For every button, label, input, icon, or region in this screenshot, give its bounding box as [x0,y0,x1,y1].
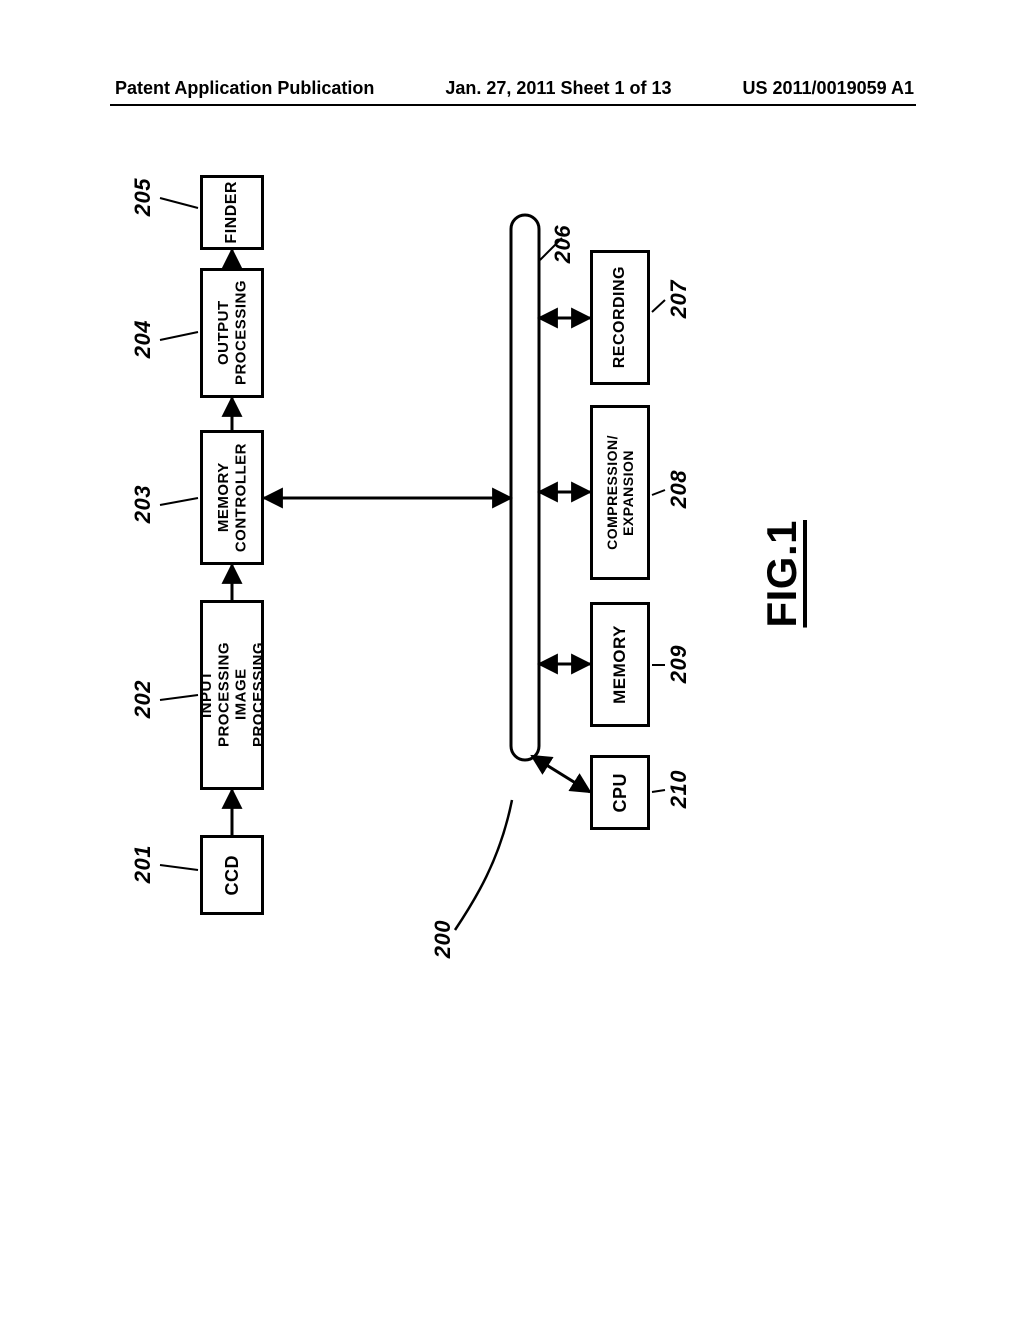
block-output-processing: OUTPUT PROCESSING [200,268,264,398]
figure-label: FIG.1 [758,520,806,628]
block-input-processing: INPUT PROCESSING IMAGE PROCESSING [200,600,264,790]
header-left: Patent Application Publication [115,78,374,99]
block-ccd-label: CCD [222,855,243,896]
ref-206: 206 [550,225,576,263]
block-compexp-label: COMPRESSION/ EXPANSION [604,435,636,550]
block-memory-controller: MEMORY CONTROLLER [200,430,264,565]
ref-205: 205 [130,178,156,216]
header-rule [110,104,916,106]
block-memory-label: MEMORY [610,625,630,704]
page: Patent Application Publication Jan. 27, … [0,0,1024,1320]
block-compression-expansion: COMPRESSION/ EXPANSION [590,405,650,580]
bus-206 [511,215,539,760]
block-input-label: INPUT PROCESSING IMAGE PROCESSING [198,642,267,747]
block-ccd: CCD [200,835,264,915]
ref-200: 200 [430,920,456,958]
ref-207: 207 [666,280,692,318]
ref-201: 201 [130,845,156,883]
ref-202: 202 [130,680,156,718]
block-outproc-label: OUTPUT PROCESSING [215,280,250,385]
header-center: Jan. 27, 2011 Sheet 1 of 13 [445,78,671,99]
ref-203: 203 [130,485,156,523]
page-header: Patent Application Publication Jan. 27, … [0,78,1024,99]
header-right: US 2011/0019059 A1 [743,78,914,99]
block-finder-label: FINDER [223,181,241,244]
block-cpu: CPU [590,755,650,830]
ref-208: 208 [666,470,692,508]
block-cpu-label: CPU [610,773,631,813]
ref-209: 209 [666,645,692,683]
ref-204: 204 [130,320,156,358]
block-recording: RECORDING [590,250,650,385]
block-finder: FINDER [200,175,264,250]
block-recording-label: RECORDING [611,266,629,368]
ref-210: 210 [666,770,692,808]
block-memory: MEMORY [590,602,650,727]
block-memctrl-label: MEMORY CONTROLLER [215,443,250,552]
